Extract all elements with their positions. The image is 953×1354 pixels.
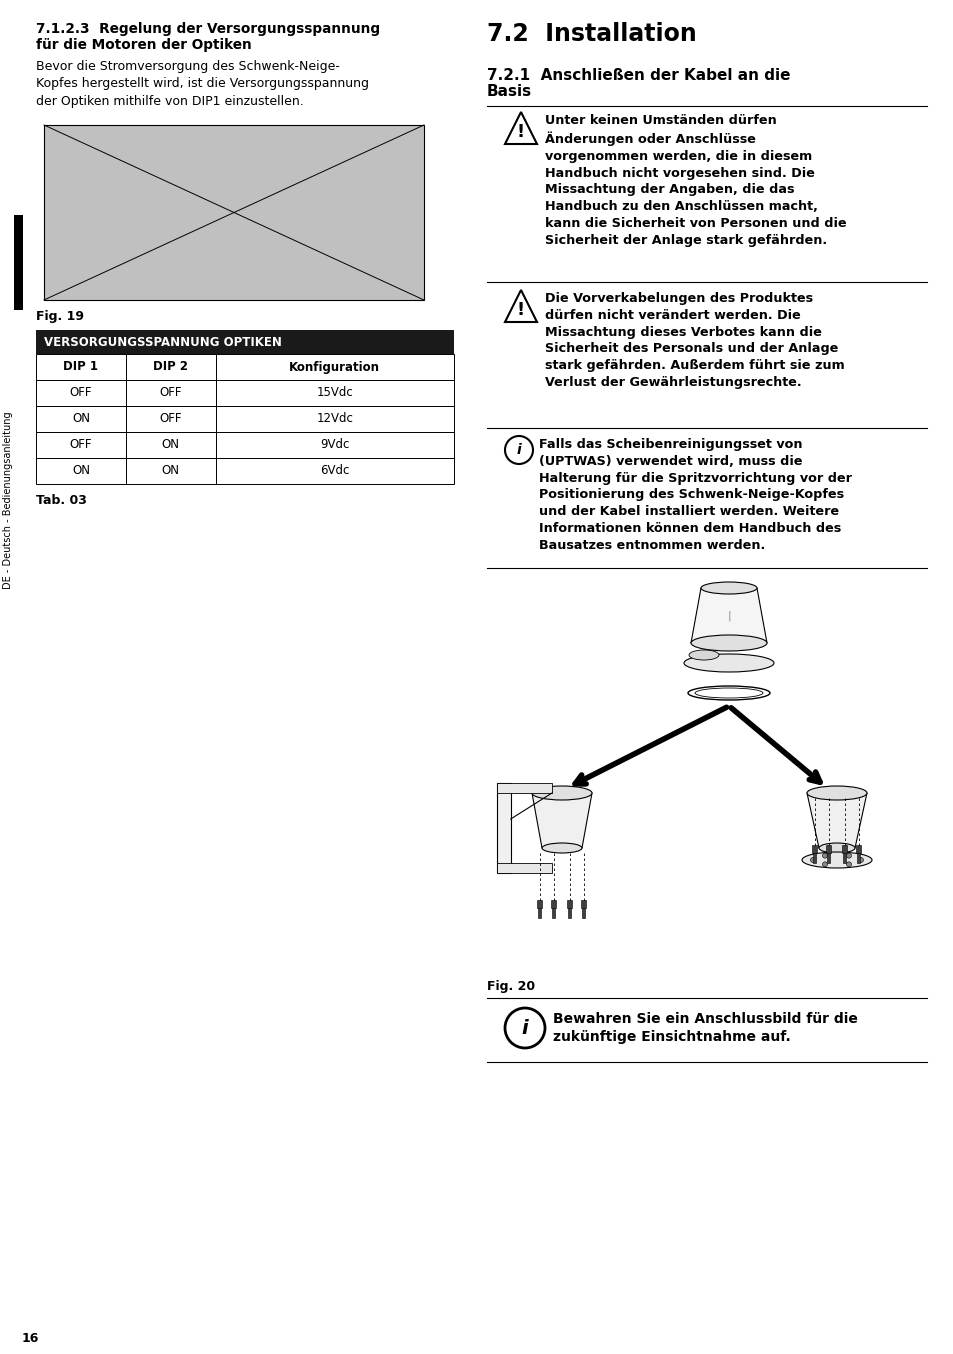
Text: ON: ON [162,464,179,478]
Text: i: i [521,1018,528,1037]
Text: 7.2  Installation: 7.2 Installation [486,22,696,46]
Polygon shape [690,588,766,643]
Text: 7.2.1  Anschließen der Kabel an die: 7.2.1 Anschließen der Kabel an die [486,68,790,83]
Text: DIP 2: DIP 2 [153,360,188,374]
Text: i: i [517,443,521,458]
Bar [826,853,830,862]
Bar [582,909,585,918]
Circle shape [821,862,826,867]
Ellipse shape [818,844,854,853]
Bar [568,909,571,918]
Text: Bevor die Stromversorgung des Schwenk-Neige-
Kopfes hergestellt wird, ist die Ve: Bevor die Stromversorgung des Schwenk-Ne… [36,60,369,108]
Circle shape [858,857,862,862]
Ellipse shape [688,650,719,659]
Text: 12Vdc: 12Vdc [316,413,353,425]
Text: 9Vdc: 9Vdc [320,439,349,451]
Text: 6Vdc: 6Vdc [320,464,349,478]
Text: !: ! [517,123,524,141]
Polygon shape [806,793,866,848]
Text: Tab. 03: Tab. 03 [36,494,87,506]
Text: Fig. 20: Fig. 20 [486,980,535,992]
Bar [36,432,454,458]
Ellipse shape [700,582,757,594]
Bar [36,380,454,406]
Text: Konfiguration: Konfiguration [289,360,380,374]
Bar [36,330,454,353]
Bar [497,783,552,793]
Text: OFF: OFF [70,386,92,399]
Text: Unter keinen Umständen dürfen
Änderungen oder Anschlüsse
vorgenommen werden, die: Unter keinen Umständen dürfen Änderungen… [544,114,845,246]
Text: für die Motoren der Optiken: für die Motoren der Optiken [36,38,252,51]
Bar [497,783,510,873]
Circle shape [845,853,851,858]
Text: !: ! [517,301,524,318]
Circle shape [821,853,826,858]
Ellipse shape [801,852,871,868]
Text: ON: ON [71,413,90,425]
Text: ON: ON [71,464,90,478]
Bar [812,845,817,853]
Circle shape [810,857,815,862]
Bar [36,353,454,380]
Ellipse shape [541,844,581,853]
Ellipse shape [683,654,773,672]
Bar [842,853,845,862]
Text: DIP 1: DIP 1 [63,360,98,374]
Bar [841,845,846,853]
Bar [567,900,572,909]
Text: OFF: OFF [159,413,182,425]
Text: Fig. 19: Fig. 19 [36,310,84,324]
Text: OFF: OFF [159,386,182,399]
Ellipse shape [690,635,766,651]
Bar [552,909,555,918]
Bar [44,125,423,301]
Bar [36,458,454,483]
Bar [36,406,454,432]
Text: 15Vdc: 15Vdc [316,386,353,399]
Text: ON: ON [162,439,179,451]
Bar [497,862,552,873]
Text: Falls das Scheibenreinigungsset von
(UPTWAS) verwendet wird, muss die
Halterung : Falls das Scheibenreinigungsset von (UPT… [538,437,851,552]
Ellipse shape [532,787,592,800]
Ellipse shape [806,787,866,800]
Text: OFF: OFF [70,439,92,451]
Text: 16: 16 [22,1332,39,1345]
Text: |: | [726,611,730,621]
Bar [857,853,860,862]
Bar [537,909,541,918]
Text: Basis: Basis [486,84,532,99]
Bar [551,900,556,909]
Bar [813,853,816,862]
Circle shape [845,862,851,867]
Polygon shape [532,793,592,848]
Text: VERSORGUNGSSPANNUNG OPTIKEN: VERSORGUNGSSPANNUNG OPTIKEN [44,336,281,348]
Text: Die Vorverkabelungen des Produktes
dürfen nicht verändert werden. Die
Missachtun: Die Vorverkabelungen des Produktes dürfe… [544,292,843,389]
Text: 7.1.2.3  Regelung der Versorgungsspannung: 7.1.2.3 Regelung der Versorgungsspannung [36,22,379,37]
Bar [537,900,542,909]
Bar [581,900,586,909]
Text: Bewahren Sie ein Anschlussbild für die
zukünftige Einsichtnahme auf.: Bewahren Sie ein Anschlussbild für die z… [553,1011,857,1044]
Bar [825,845,831,853]
Text: DE - Deutsch - Bedienungsanleitung: DE - Deutsch - Bedienungsanleitung [3,412,13,589]
Bar [14,215,23,310]
Bar [856,845,861,853]
